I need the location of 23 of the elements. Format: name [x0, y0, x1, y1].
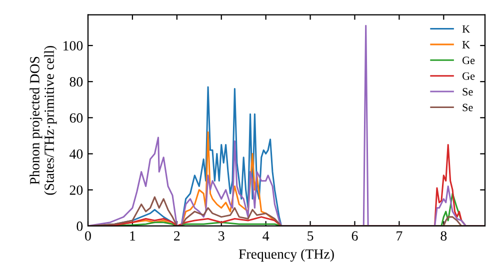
x-tick-label: 3 — [218, 231, 224, 241]
y-tick-label: 80 — [70, 77, 83, 87]
x-tick-label: 0 — [85, 231, 91, 241]
x-tick-label: 5 — [308, 231, 314, 241]
legend-label: Ge — [462, 72, 475, 80]
y-tick-label: 100 — [64, 41, 83, 50]
legend-label: Se — [462, 88, 473, 96]
x-tick-label: 4 — [262, 231, 270, 240]
legend-label: Se — [462, 104, 473, 112]
x-tick-label: 1 — [130, 231, 136, 240]
x-tick-label: 6 — [352, 231, 358, 241]
y-tick-label: 0 — [76, 222, 83, 231]
y-axis-title: Phonon projected DOS (States/THz·primitive cell) — [30, 46, 57, 195]
x-tick-label: 7 — [396, 231, 402, 240]
y-tick-label: 20 — [70, 185, 83, 195]
x-axis-title: Frequency (THz) — [238, 248, 334, 262]
y-tick-label: 40 — [70, 149, 83, 159]
legend-label: K — [462, 25, 470, 33]
y-tick-label: 60 — [70, 113, 83, 123]
legend-label: Ge — [462, 56, 475, 64]
legend-label: K — [462, 41, 470, 48]
x-tick-label: 8 — [440, 231, 447, 241]
x-tick-label: 2 — [174, 231, 180, 240]
